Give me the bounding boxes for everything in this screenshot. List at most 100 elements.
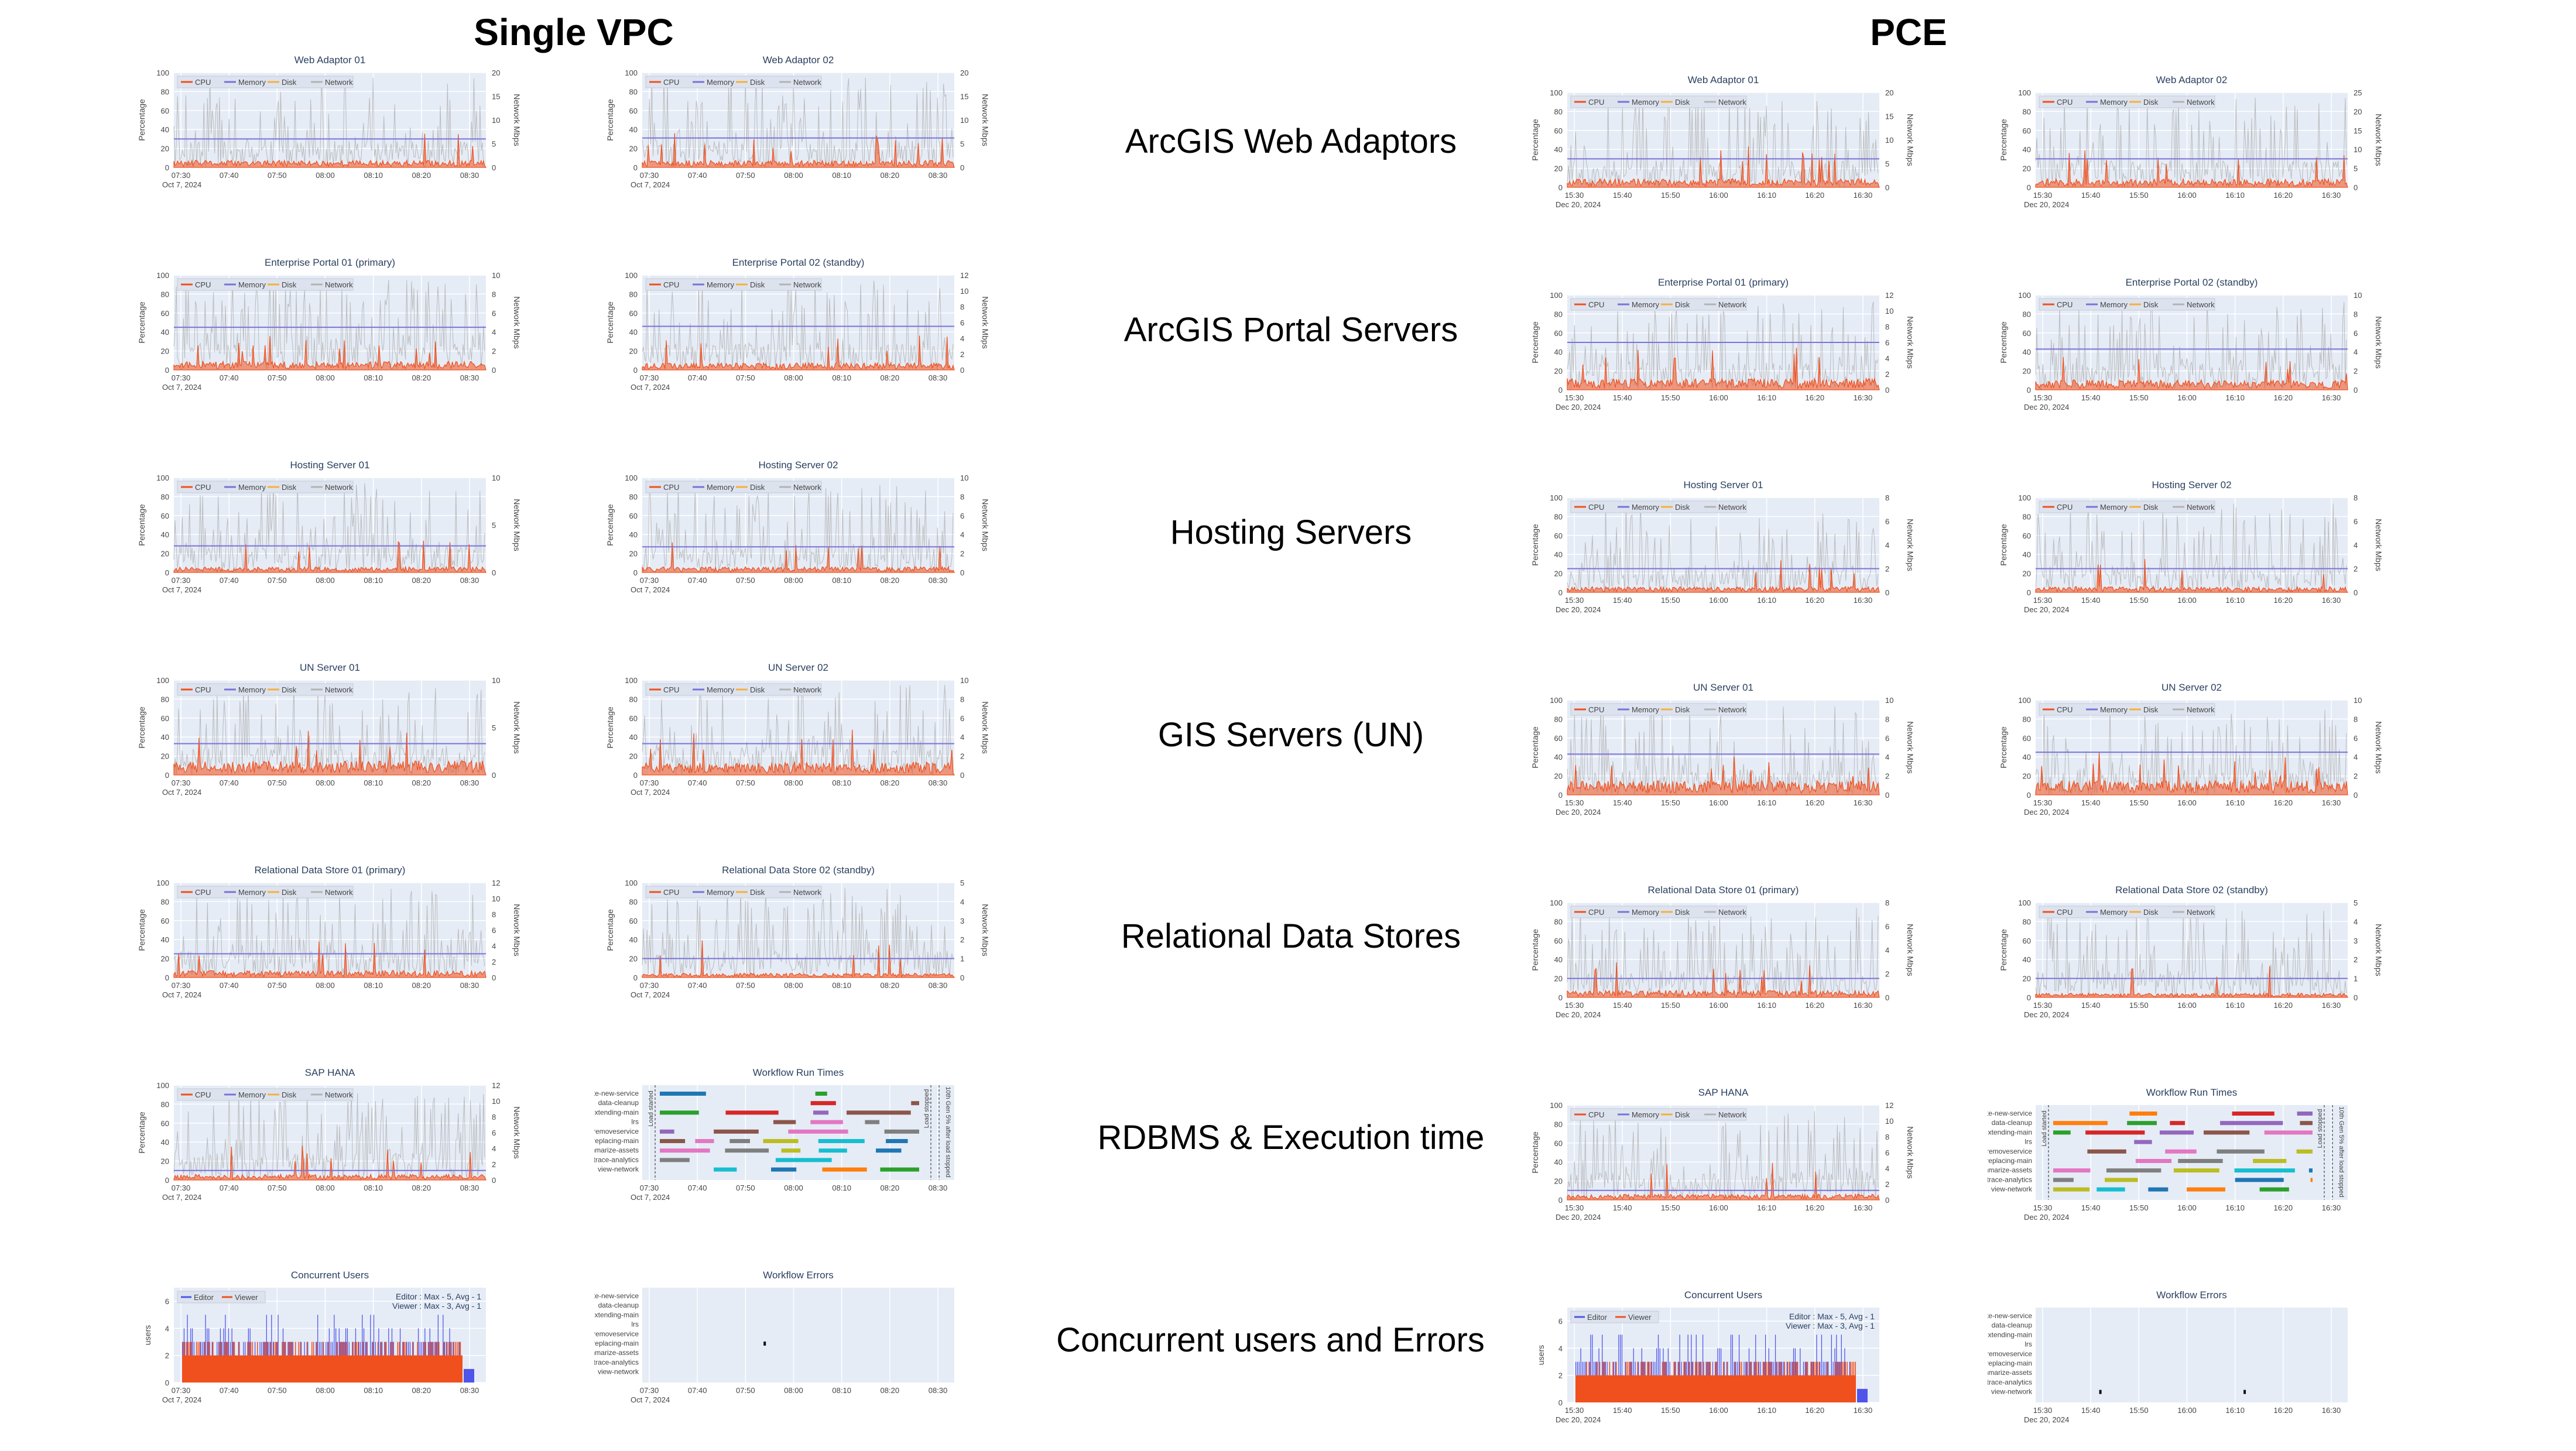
editor-stats: Editor : Max - 5, Avg - 1 <box>1789 1312 1875 1321</box>
y2-axis-label: Network Mbps <box>2374 721 2383 773</box>
pce-panel-hosting-server-02: Hosting Server 02 15:30 15:40 15:50 16:00 16:… <box>1988 475 2397 625</box>
legend-label: Disk <box>1675 908 1690 917</box>
date-label: Oct 7, 2024 <box>631 180 670 189</box>
y-axis-label: Percentage <box>1999 726 2008 769</box>
error-category-label: summarize-assets <box>594 1349 639 1357</box>
y2-tick-label: 4 <box>2354 753 2358 761</box>
y2-axis-label: Network Mbps <box>981 94 990 146</box>
legend-label: CPU <box>663 483 679 492</box>
y2-tick-label: 6 <box>2354 517 2358 526</box>
x-tick-label: 15:50 <box>2129 191 2149 200</box>
y2-tick-label: 0 <box>1885 183 1889 192</box>
workflow-bar <box>725 1148 769 1153</box>
workflow-bar <box>660 1148 710 1153</box>
y2-tick-label: 10 <box>1885 136 1893 145</box>
date-label: Dec 20, 2024 <box>2024 1010 2069 1019</box>
y2-axis-label: Network Mbps <box>512 1106 522 1158</box>
editor-bar <box>317 1315 318 1383</box>
workflow-bar <box>810 1120 843 1124</box>
x-tick-label: 16:10 <box>1757 798 1776 807</box>
workflow-bar <box>2053 1187 2090 1192</box>
workflow-bar <box>2178 1159 2223 1163</box>
y2-tick-label: 1 <box>960 955 964 963</box>
x-tick-label: 08:20 <box>412 1184 431 1192</box>
workflow-bar <box>847 1110 911 1115</box>
series-cpu <box>1567 1162 1880 1200</box>
workflow-bar <box>2308 1168 2313 1173</box>
y-tick-label: 100 <box>1550 696 1563 705</box>
legend: CPU Memory Disk Network <box>645 76 822 88</box>
workflow-bar <box>865 1120 880 1124</box>
y2-tick-label: 10 <box>492 116 500 125</box>
date-label: Dec 20, 2024 <box>1556 1415 1601 1424</box>
row-label-gis-servers: GIS Servers (UN) <box>1157 716 1424 754</box>
y2-tick-label: 2 <box>1885 772 1889 781</box>
y2-axis-label: Network Mbps <box>2374 114 2383 166</box>
legend-label: CPU <box>2057 503 2073 512</box>
chart-title: Concurrent Users <box>291 1270 369 1281</box>
y-tick-label: 80 <box>2023 310 2031 318</box>
y2-axis-label: Network Mbps <box>512 499 522 551</box>
x-tick-label: 16:30 <box>2322 1406 2341 1415</box>
x-tick-label: 16:10 <box>1757 596 1776 605</box>
workflow-bar <box>2053 1130 2071 1135</box>
date-label: Dec 20, 2024 <box>1556 605 1601 614</box>
single-vpc-panel-enterprise-portal-02-standby-: Enterprise Portal 02 (standby) 07:30 07:40… <box>594 253 1004 402</box>
x-tick-label: 15:40 <box>2081 393 2101 402</box>
y-tick-label: 0 <box>633 163 638 172</box>
series-network <box>2035 910 2347 998</box>
y-tick-label: 20 <box>1554 975 1563 983</box>
x-tick-label: 16:10 <box>1757 1406 1776 1415</box>
y-tick-label: 80 <box>2023 917 2031 926</box>
legend-label: Disk <box>282 888 297 897</box>
legend-label: Memory <box>707 78 734 87</box>
y2-tick-label: 2 <box>960 350 964 359</box>
legend-label: Memory <box>2100 300 2128 309</box>
chart-title: UN Server 01 <box>1693 682 1753 693</box>
y2-tick-label: 4 <box>960 733 964 742</box>
workflow-category-label: removeservice <box>1988 1147 2032 1155</box>
series-cpu <box>642 335 955 371</box>
legend-label: Disk <box>282 1090 297 1099</box>
plot-area <box>642 275 954 370</box>
x-tick-label: 08:30 <box>460 171 479 180</box>
x-tick-label: 16:30 <box>2322 1203 2341 1212</box>
date-label: Oct 7, 2024 <box>631 788 670 797</box>
y2-tick-label: 4 <box>492 328 496 337</box>
pce-panel-web-adaptor-02: Web Adaptor 02 15:30 15:40 15:50 16:00 16:10 1… <box>1988 70 2397 219</box>
series-cpu <box>173 730 487 776</box>
y2-tick-label: 4 <box>2354 541 2358 550</box>
chart-title: Workflow Errors <box>2156 1289 2227 1301</box>
y-tick-label: 20 <box>2023 570 2031 578</box>
y2-tick-label: 4 <box>960 897 964 906</box>
x-tick-label: 15:50 <box>1661 1001 1680 1010</box>
x-tick-label: 16:00 <box>1709 191 1728 200</box>
y2-axis-label: Network Mbps <box>981 904 990 956</box>
legend-label: Memory <box>238 1090 266 1099</box>
viewer-stats: Viewer : Max - 3, Avg - 1 <box>1786 1321 1875 1330</box>
x-tick-label: 07:50 <box>736 981 755 990</box>
x-tick-label: 16:00 <box>2177 1406 2197 1415</box>
editor-bar <box>437 1315 439 1383</box>
error-category-label: removeservice <box>594 1330 639 1338</box>
x-tick-label: 08:10 <box>832 171 851 180</box>
x-tick-label: 15:30 <box>1565 1001 1584 1010</box>
editor-bar <box>266 1315 267 1383</box>
y-tick-label: 40 <box>629 733 638 742</box>
legend-label: Network <box>325 280 353 289</box>
date-label: Dec 20, 2024 <box>1556 403 1601 411</box>
legend-label: Network <box>1718 705 1746 714</box>
x-tick-label: 15:40 <box>2081 596 2101 605</box>
workflow-category-label: create-new-service <box>594 1089 639 1097</box>
single-vpc-panel-un-server-02: UN Server 02 07:30 07:40 07:50 08:00 08:10 08:… <box>594 658 1004 807</box>
y2-tick-label: 2 <box>2354 565 2358 574</box>
x-tick-label: 15:30 <box>2033 1001 2053 1010</box>
legend-label: Disk <box>750 483 765 492</box>
y2-tick-label: 6 <box>1885 338 1889 347</box>
legend-label: Memory <box>2100 98 2128 107</box>
workflow-bar <box>2053 1168 2091 1173</box>
editor-bar <box>370 1315 371 1383</box>
x-tick-label: 07:30 <box>640 1184 659 1192</box>
legend-label: Memory <box>2100 908 2128 917</box>
y2-tick-label: 6 <box>960 318 964 327</box>
